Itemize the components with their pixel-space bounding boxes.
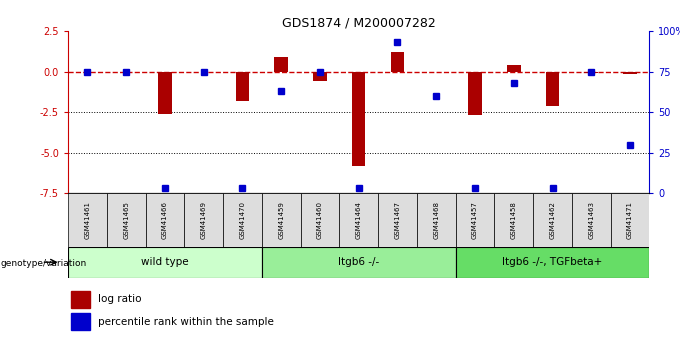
Bar bbox=[184, 193, 223, 247]
Bar bbox=[352, 71, 365, 166]
Text: GSM41459: GSM41459 bbox=[278, 201, 284, 239]
Text: GSM41462: GSM41462 bbox=[549, 201, 556, 239]
Bar bbox=[456, 193, 494, 247]
Bar bbox=[107, 193, 146, 247]
Bar bbox=[456, 247, 649, 278]
Bar bbox=[313, 71, 326, 80]
Bar bbox=[417, 193, 456, 247]
Text: GSM41465: GSM41465 bbox=[123, 201, 129, 239]
Bar bbox=[378, 193, 417, 247]
Bar bbox=[507, 65, 520, 71]
Bar bbox=[262, 193, 301, 247]
Text: wild type: wild type bbox=[141, 257, 189, 267]
Bar bbox=[546, 71, 559, 106]
Text: GSM41467: GSM41467 bbox=[394, 201, 401, 239]
Bar bbox=[533, 193, 572, 247]
Bar bbox=[339, 193, 378, 247]
Text: genotype/variation: genotype/variation bbox=[1, 259, 87, 268]
Bar bbox=[572, 193, 611, 247]
Bar bbox=[391, 52, 404, 71]
Bar bbox=[585, 71, 598, 73]
Bar bbox=[301, 193, 339, 247]
Text: GSM41463: GSM41463 bbox=[588, 201, 594, 239]
Text: GSM41461: GSM41461 bbox=[84, 201, 90, 239]
Text: GSM41470: GSM41470 bbox=[239, 201, 245, 239]
Text: GSM41468: GSM41468 bbox=[433, 201, 439, 239]
Bar bbox=[624, 71, 636, 73]
Bar bbox=[158, 71, 171, 114]
Bar bbox=[262, 247, 456, 278]
Bar bbox=[68, 247, 262, 278]
Bar bbox=[236, 71, 249, 101]
Text: GSM41471: GSM41471 bbox=[627, 201, 633, 239]
Text: GSM41460: GSM41460 bbox=[317, 201, 323, 239]
Title: GDS1874 / M200007282: GDS1874 / M200007282 bbox=[282, 17, 436, 30]
Text: log ratio: log ratio bbox=[98, 295, 141, 304]
Text: Itgb6 -/-: Itgb6 -/- bbox=[338, 257, 379, 267]
Bar bbox=[611, 193, 649, 247]
Bar bbox=[469, 71, 481, 115]
Text: percentile rank within the sample: percentile rank within the sample bbox=[98, 317, 274, 326]
Bar bbox=[494, 193, 533, 247]
Bar bbox=[223, 193, 262, 247]
Text: GSM41466: GSM41466 bbox=[162, 201, 168, 239]
Text: GSM41457: GSM41457 bbox=[472, 201, 478, 239]
Text: GSM41458: GSM41458 bbox=[511, 201, 517, 239]
Bar bbox=[146, 193, 184, 247]
Bar bbox=[71, 291, 90, 308]
Text: Itgb6 -/-, TGFbeta+: Itgb6 -/-, TGFbeta+ bbox=[503, 257, 602, 267]
Bar bbox=[275, 57, 288, 71]
Bar bbox=[71, 313, 90, 330]
Bar bbox=[68, 193, 107, 247]
Text: GSM41469: GSM41469 bbox=[201, 201, 207, 239]
Text: GSM41464: GSM41464 bbox=[356, 201, 362, 239]
